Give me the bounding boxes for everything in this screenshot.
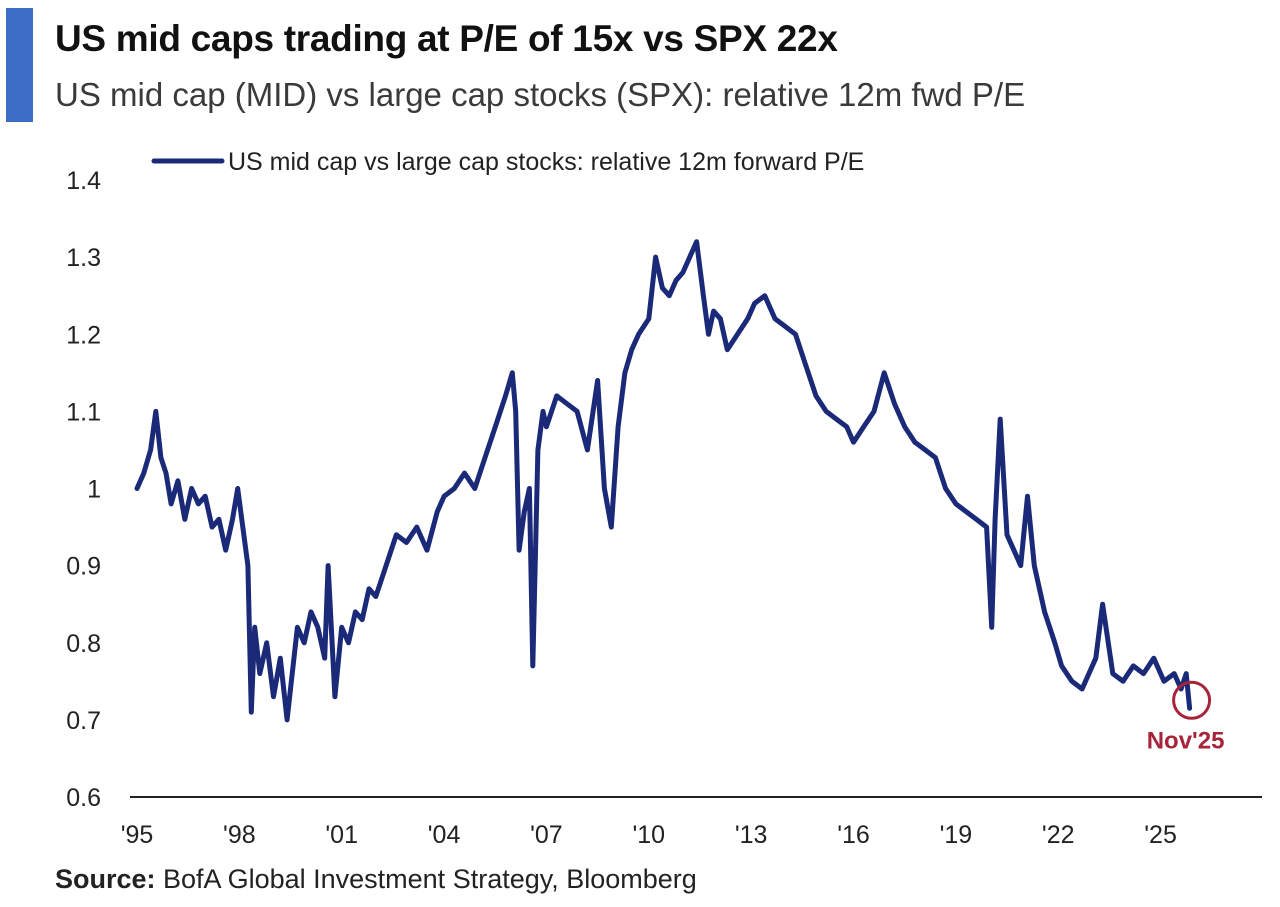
y-tick-label: 1.1 <box>66 398 101 426</box>
y-tick-label: 1.4 <box>66 167 101 195</box>
source-label: Source: <box>55 864 156 894</box>
x-tick-label: '10 <box>632 821 665 849</box>
y-tick-label: 0.8 <box>66 630 101 658</box>
chart-subtitle: US mid cap (MID) vs large cap stocks (SP… <box>55 76 1026 113</box>
x-tick-label: '13 <box>735 821 768 849</box>
y-tick-label: 1.2 <box>66 321 101 349</box>
source-note: Source: BofA Global Investment Strategy,… <box>55 864 697 895</box>
annotation-circle <box>1172 680 1212 720</box>
y-tick-label: 0.7 <box>66 707 101 735</box>
x-tick-label: '04 <box>428 821 461 849</box>
source-text: BofA Global Investment Strategy, Bloombe… <box>155 864 697 894</box>
y-tick-label: 0.6 <box>66 784 101 812</box>
series-line <box>134 239 1193 723</box>
x-tick-label: '22 <box>1042 821 1075 849</box>
x-tick-label: '01 <box>325 821 358 849</box>
x-tick-label: '25 <box>1144 821 1177 849</box>
y-tick-label: 1.3 <box>66 244 101 272</box>
chart-area: 0.6 0.7 0.8 0.9 1 1.1 1.2 1.3 1.4 '95 '98 '01 '04 '07… <box>66 148 1262 849</box>
x-tick-label: '95 <box>121 821 154 849</box>
x-tick-label: '07 <box>530 821 563 849</box>
x-tick-label: '19 <box>940 821 973 849</box>
y-tick-label: 1 <box>87 476 101 504</box>
title-accent-bar <box>6 8 33 122</box>
legend-label: US mid cap vs large cap stocks: relative… <box>228 148 864 176</box>
annotation-label: Nov'25 <box>1147 727 1225 754</box>
chart-title: US mid caps trading at P/E of 15x vs SPX… <box>55 18 838 59</box>
x-tick-label: '98 <box>223 821 256 849</box>
y-tick-label: 0.9 <box>66 553 101 581</box>
x-tick-label: '16 <box>837 821 870 849</box>
